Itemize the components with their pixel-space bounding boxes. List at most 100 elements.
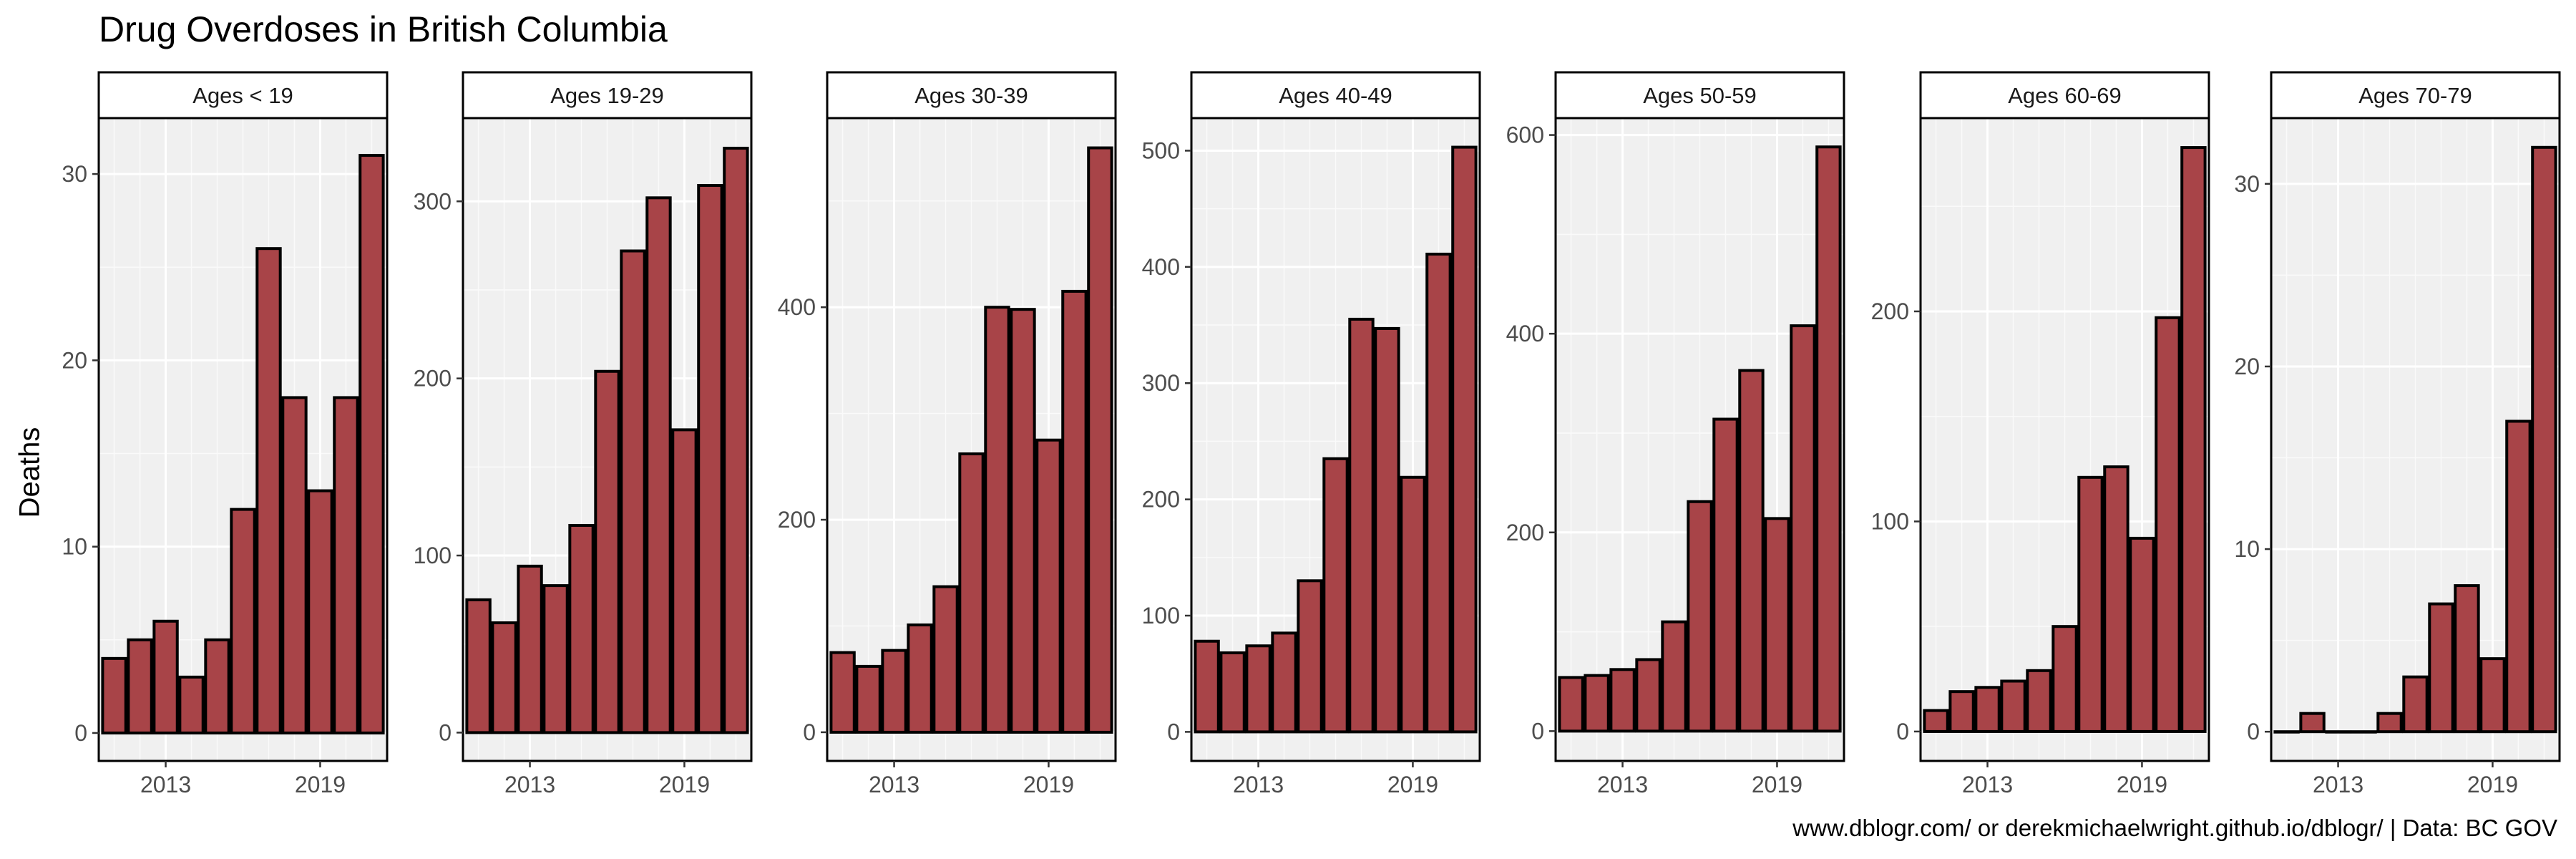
bar — [542, 584, 569, 734]
y-tick-label: 400 — [1142, 254, 1180, 280]
bar — [1271, 631, 1297, 734]
x-tick-label: 2013 — [1233, 772, 1284, 797]
bar — [1609, 668, 1636, 733]
bar — [958, 452, 985, 734]
panel-border — [1190, 117, 1481, 762]
bar — [1245, 644, 1272, 734]
x-tick-label: 2013 — [1597, 772, 1648, 797]
bar — [2051, 625, 2078, 733]
facet-panel: Ages < 19 0 10 20 30 2013 2019 — [62, 71, 389, 797]
bar — [723, 147, 749, 734]
bar — [1010, 308, 1036, 734]
bar — [1687, 500, 1713, 733]
bar — [645, 196, 672, 734]
y-tick-label: 30 — [2234, 171, 2260, 197]
panel-border — [826, 117, 1117, 762]
bar — [2077, 475, 2104, 733]
x-tick-label: 2019 — [295, 772, 346, 797]
bar — [1923, 709, 1949, 733]
facet-panel: Ages 60-69 0 100 200 2013 2019 — [1871, 71, 2210, 797]
bar — [1061, 289, 1088, 734]
y-tick-label: 0 — [439, 719, 452, 745]
y-tick-label: 200 — [414, 366, 452, 392]
y-tick-label: 500 — [1142, 137, 1180, 163]
facet-strip-label: Ages 50-59 — [1643, 83, 1757, 108]
bar — [984, 306, 1010, 734]
x-tick-label: 2013 — [140, 772, 191, 797]
bar — [178, 675, 205, 734]
bar — [2531, 145, 2557, 734]
y-tick-label: 600 — [1506, 122, 1544, 148]
bar — [620, 249, 646, 734]
panel-border — [462, 117, 753, 762]
bar — [1297, 579, 1323, 734]
bar — [517, 564, 543, 734]
x-tick-label: 2013 — [2313, 772, 2363, 797]
bar — [255, 247, 282, 734]
bar — [1738, 369, 1765, 733]
bar — [2155, 316, 2181, 733]
y-tick-label: 400 — [1506, 321, 1544, 346]
bar — [2402, 675, 2429, 734]
y-tick-label: 400 — [778, 294, 816, 320]
bar — [204, 638, 230, 734]
caption: www.dblogr.com/ or derekmichaelwright.gi… — [1792, 815, 2557, 841]
bar — [465, 598, 492, 734]
bar — [230, 508, 256, 734]
bar — [2299, 712, 2326, 734]
panel-border — [97, 117, 389, 762]
bar — [1974, 686, 2001, 733]
y-tick-label: 0 — [1896, 719, 1909, 744]
x-tick-label: 2019 — [1752, 772, 1802, 797]
bar — [1764, 517, 1790, 733]
bar — [491, 621, 517, 734]
bar — [1322, 457, 1349, 734]
x-tick-label: 2019 — [659, 772, 710, 797]
y-tick-label: 100 — [414, 543, 452, 568]
y-tick-label: 300 — [1142, 370, 1180, 396]
facet-strip-label: Ages 60-69 — [2008, 83, 2122, 108]
y-tick-label: 20 — [2234, 354, 2260, 379]
facet-strip — [826, 71, 1117, 120]
bar — [568, 523, 595, 734]
bar — [1194, 639, 1220, 734]
bar — [307, 489, 333, 734]
bar — [1712, 417, 1739, 733]
bar — [2376, 712, 2403, 734]
y-tick-label: 200 — [1142, 487, 1180, 513]
facet-strip — [1919, 71, 2210, 120]
facet-strip — [97, 71, 389, 120]
x-tick-label: 2013 — [1962, 772, 2013, 797]
bar — [1087, 146, 1113, 734]
bar — [1400, 475, 1426, 734]
bar — [594, 369, 620, 734]
bar — [2180, 146, 2207, 733]
panel-border — [1554, 117, 1845, 762]
facet-strip-label: Ages < 19 — [192, 83, 293, 108]
y-tick-label: 10 — [2234, 536, 2260, 562]
facet-strip-label: Ages 40-49 — [1279, 83, 1392, 108]
y-tick-label: 0 — [74, 720, 87, 746]
facet-strip-label: Ages 19-29 — [550, 83, 664, 108]
bar — [671, 428, 698, 734]
y-tick-label: 30 — [62, 161, 87, 187]
bar — [2479, 657, 2506, 734]
facet-panel: Ages 70-79 0 10 20 30 2013 2019 — [2234, 71, 2561, 797]
bar — [1584, 674, 1610, 733]
x-tick-label: 2013 — [504, 772, 555, 797]
panel-border — [1919, 117, 2210, 762]
facet-panel: Ages 19-29 0 100 200 300 2013 2019 — [414, 71, 753, 797]
y-tick-label: 200 — [1871, 299, 1909, 324]
y-tick-label: 200 — [1506, 520, 1544, 545]
bar — [2129, 536, 2155, 733]
y-tick-label: 300 — [414, 188, 452, 214]
bar — [1451, 145, 1478, 734]
bar — [1374, 326, 1400, 734]
bar — [1815, 145, 1842, 733]
bar — [1035, 438, 1062, 734]
y-tick-label: 0 — [1531, 718, 1544, 744]
bar — [281, 396, 308, 734]
bar — [2103, 465, 2129, 733]
y-tick-label: 200 — [778, 507, 816, 533]
